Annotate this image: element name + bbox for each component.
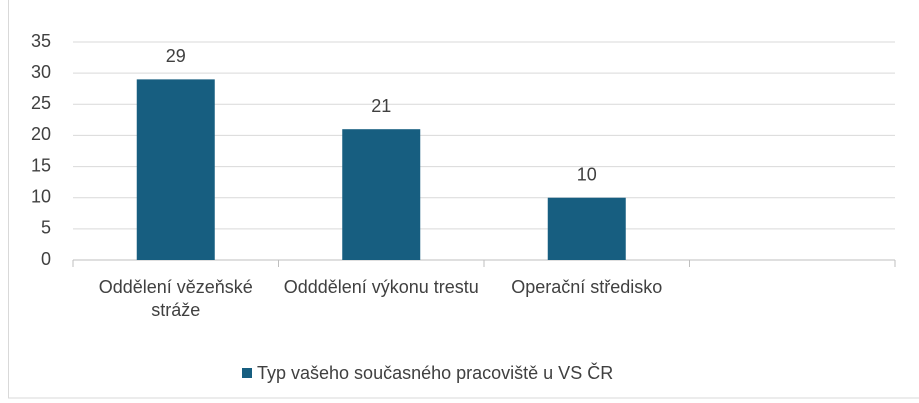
y-tick-label: 0 xyxy=(41,249,51,269)
x-tick-label: Odddělení výkonu trestu xyxy=(283,277,479,297)
bar xyxy=(342,129,421,260)
y-tick-label: 10 xyxy=(31,186,51,206)
y-tick-label: 20 xyxy=(31,124,51,144)
x-tick-label: Operační středisko xyxy=(511,277,663,297)
y-tick-label: 35 xyxy=(31,31,51,51)
x-tick-label: Oddělení vězeňské stráže xyxy=(98,277,253,320)
legend-swatch xyxy=(242,368,252,378)
y-tick-label: 15 xyxy=(31,155,51,175)
data-label: 21 xyxy=(371,96,391,116)
legend-label: Typ vašeho současného pracoviště u VS ČR xyxy=(257,362,613,383)
y-tick-label: 30 xyxy=(31,62,51,82)
y-tick-label: 25 xyxy=(31,93,51,113)
chart-border xyxy=(8,0,919,399)
bar xyxy=(547,197,626,260)
y-tick-label: 5 xyxy=(41,218,51,238)
data-label: 10 xyxy=(577,164,597,184)
bar xyxy=(136,79,215,260)
data-label: 29 xyxy=(166,46,186,66)
